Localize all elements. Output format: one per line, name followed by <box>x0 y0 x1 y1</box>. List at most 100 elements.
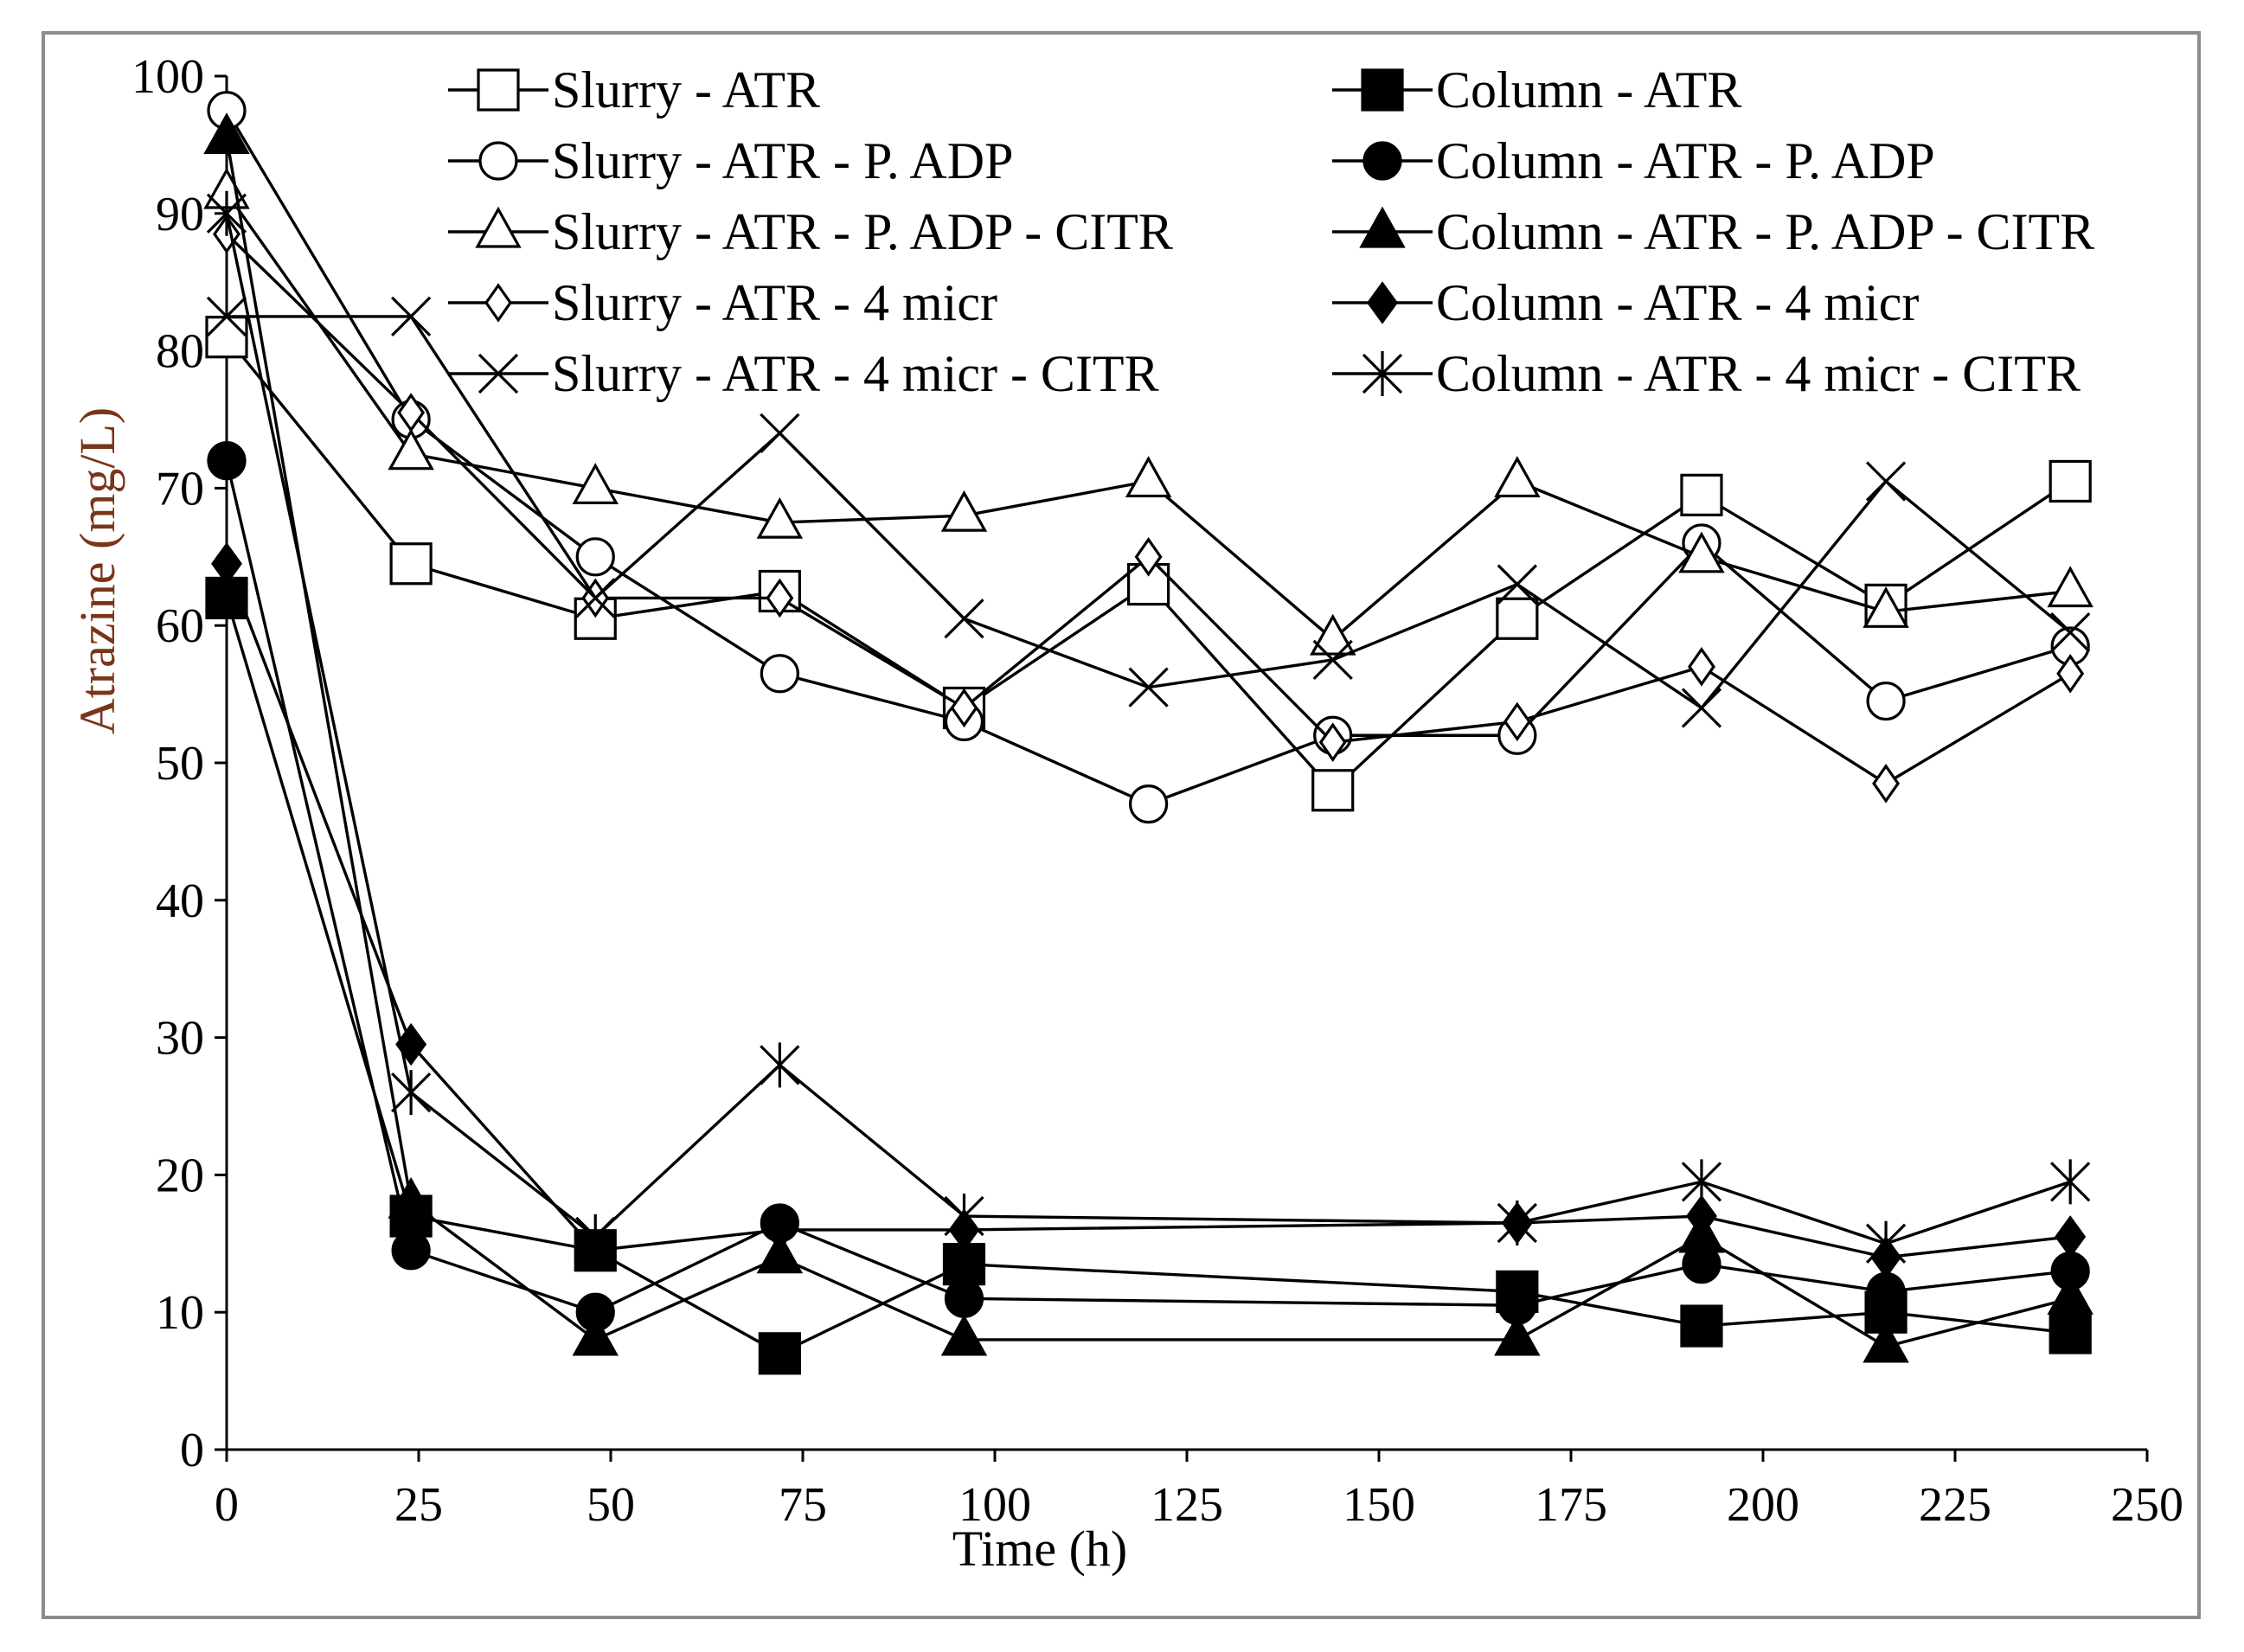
marker-shape <box>390 1070 432 1116</box>
marker-shape <box>389 542 433 586</box>
marker-shape <box>1503 701 1531 742</box>
data-point <box>1685 1194 1717 1238</box>
y-tick-label: 0 <box>180 1424 204 1477</box>
series-5 <box>206 296 2091 728</box>
legend-label: Column - ATR - 4 micr <box>1436 274 1919 331</box>
data-point <box>1863 586 1909 628</box>
marker-shape <box>211 542 242 586</box>
data-point <box>1872 764 1901 804</box>
data-point <box>203 112 250 155</box>
marker-shape <box>1497 1200 1537 1245</box>
legend-marker <box>477 68 520 112</box>
marker-shape <box>1318 722 1347 762</box>
legend-label: Slurry - ATR <box>552 61 820 118</box>
data-point <box>2050 612 2091 653</box>
x-axis-label: Time (h) <box>952 1521 1128 1577</box>
data-point <box>211 542 242 586</box>
data-point <box>206 190 247 236</box>
data-point <box>1125 456 1172 498</box>
atrazine-line-chart: 0 10 20 30 40 50 60 70 80 90 100 0 25 50 75 100 125 150 17… <box>69 50 2183 1577</box>
x-tick-label: 25 <box>394 1478 443 1532</box>
data-point <box>397 393 426 432</box>
marker-shape <box>1128 667 1169 708</box>
series-8 <box>203 112 2093 1363</box>
marker-shape <box>205 316 248 359</box>
legend-item: Column - ATR <box>1332 61 1741 118</box>
legend-item: Column - ATR - P. ADP - CITR <box>1332 203 2094 260</box>
data-point <box>944 1278 984 1318</box>
data-point <box>760 413 800 454</box>
marker-shape <box>1863 1321 1909 1363</box>
marker-shape <box>1362 351 1403 396</box>
data-point <box>1863 1321 1909 1363</box>
data-point <box>2047 566 2093 608</box>
y-tick-label: 10 <box>156 1286 204 1340</box>
legend-marker <box>484 283 512 323</box>
legend-marker <box>1359 206 1406 248</box>
data-point <box>2047 1273 2093 1315</box>
marker-shape <box>1496 597 1539 640</box>
data-point <box>1318 722 1347 762</box>
marker-shape <box>477 68 520 112</box>
marker-shape <box>1680 473 1723 516</box>
marker-shape <box>484 283 512 323</box>
legend-marker <box>1361 68 1404 112</box>
legend-item: Slurry - ATR <box>448 61 820 118</box>
marker-shape <box>2056 653 2085 694</box>
y-tick-label: 60 <box>156 599 204 653</box>
data-point <box>388 428 434 471</box>
data-point <box>760 1042 800 1088</box>
series-9 <box>211 542 2087 1279</box>
marker-shape <box>390 296 432 337</box>
marker-shape <box>397 393 426 432</box>
marker-shape <box>756 1232 804 1274</box>
data-point <box>1680 1304 1723 1348</box>
data-point <box>1681 1159 1722 1205</box>
marker-shape <box>1866 681 1906 721</box>
marker-shape <box>1312 639 1353 681</box>
marker-shape <box>1367 281 1398 324</box>
marker-shape <box>1134 537 1163 577</box>
legend-label: Slurry - ATR - P. ADP <box>552 132 1013 189</box>
data-point <box>1494 1314 1541 1356</box>
marker-shape <box>1125 456 1172 498</box>
data-point <box>1503 701 1531 742</box>
marker-shape <box>575 537 615 577</box>
legend-marker <box>478 141 518 181</box>
data-point <box>206 296 247 337</box>
legend-item: Slurry - ATR - 4 micr - CITR <box>448 345 1159 402</box>
series-1 <box>205 316 2092 812</box>
data-point <box>1311 769 1355 812</box>
data-point <box>207 441 247 481</box>
y-tick-label: 70 <box>156 462 204 515</box>
marker-shape <box>2050 1159 2091 1205</box>
legend-item: Column - ATR - 4 micr - CITR <box>1332 345 2081 402</box>
x-tick-label: 150 <box>1343 1478 1415 1532</box>
marker-shape <box>475 206 522 248</box>
marker-shape <box>760 654 799 694</box>
legend-label: Slurry - ATR - 4 micr - CITR <box>552 345 1159 402</box>
data-point <box>1312 639 1353 681</box>
data-point <box>1680 473 1723 516</box>
data-point <box>1688 647 1715 687</box>
marker-shape <box>1311 769 1355 812</box>
marker-shape <box>1680 1304 1723 1348</box>
data-point <box>390 296 432 337</box>
data-point <box>2048 1311 2092 1354</box>
y-tick-label: 90 <box>156 188 204 241</box>
y-tick-label: 20 <box>156 1149 204 1202</box>
marker-shape <box>2047 566 2093 608</box>
x-tick-label: 250 <box>2111 1478 2183 1532</box>
legend-label: Column - ATR - P. ADP - CITR <box>1436 203 2094 260</box>
marker-shape <box>940 490 988 532</box>
marker-shape <box>764 1208 796 1252</box>
data-point <box>1309 613 1356 656</box>
data-point <box>758 1332 801 1375</box>
marker-shape <box>478 353 519 394</box>
x-tick-label: 125 <box>1151 1478 1223 1532</box>
data-point <box>764 1208 796 1252</box>
x-tick-label: 50 <box>587 1478 635 1532</box>
marker-shape <box>1865 461 1907 502</box>
data-point <box>944 1194 984 1239</box>
marker-shape <box>2048 459 2092 503</box>
